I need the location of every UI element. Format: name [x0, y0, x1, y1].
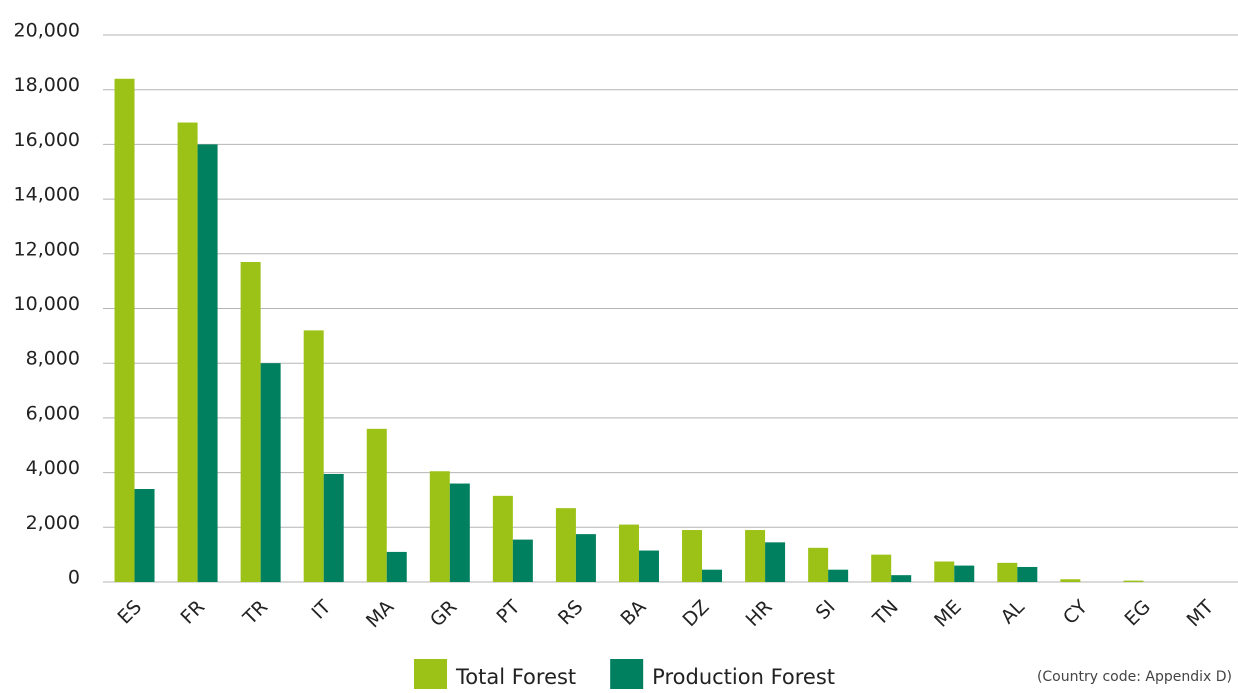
- x-tick-label: HR: [742, 596, 777, 631]
- y-tick-label: 0: [68, 567, 80, 589]
- legend-swatch: [610, 659, 644, 689]
- x-tick-label: AL: [997, 596, 1030, 629]
- y-tick-label: 2,000: [26, 512, 80, 534]
- x-tick-label: GR: [426, 596, 461, 631]
- legend-swatch: [414, 659, 447, 689]
- bar: [492, 495, 513, 582]
- bar: [555, 508, 576, 582]
- x-tick-label: CY: [1059, 596, 1092, 629]
- bar: [997, 562, 1018, 582]
- bar: [240, 262, 261, 582]
- bar: [638, 550, 659, 582]
- x-tick-label: DZ: [678, 596, 713, 631]
- bar: [323, 473, 344, 582]
- bar: [1060, 579, 1081, 582]
- x-tick-label: TN: [868, 596, 903, 631]
- bar: [871, 554, 892, 582]
- y-tick-label: 16,000: [14, 129, 80, 151]
- bar: [618, 524, 639, 582]
- x-tick-label: MT: [1183, 596, 1219, 632]
- y-tick-label: 8,000: [26, 348, 80, 370]
- note: (Country code: Appendix D): [1037, 669, 1232, 685]
- bar: [449, 483, 470, 582]
- x-tick-label: FR: [176, 596, 209, 629]
- x-tick-label: ES: [113, 596, 146, 629]
- bar: [177, 122, 198, 583]
- y-tick-label: 4,000: [26, 457, 80, 479]
- bar: [386, 551, 407, 582]
- bar: [828, 569, 849, 582]
- bar: [765, 542, 786, 582]
- y-tick-label: 20,000: [14, 20, 80, 42]
- bar: [808, 547, 829, 582]
- bar: [260, 363, 281, 582]
- x-tick-label: MA: [362, 596, 398, 632]
- y-tick-label: 18,000: [14, 74, 80, 96]
- y-tick-label: 14,000: [14, 184, 80, 206]
- bar: [512, 539, 533, 582]
- bar: [429, 471, 450, 582]
- x-tick-label: ME: [930, 596, 966, 632]
- x-tick-label: PT: [493, 596, 525, 628]
- bar: [702, 569, 723, 582]
- bar: [114, 78, 135, 582]
- bar: [745, 530, 766, 582]
- y-tick-label: 10,000: [14, 293, 80, 315]
- bar: [891, 575, 912, 582]
- x-tick-label: RS: [554, 596, 587, 629]
- bar: [134, 489, 155, 582]
- x-tick-label: SI: [812, 596, 840, 624]
- bar: [197, 144, 218, 582]
- bar: [934, 561, 955, 582]
- bar: [1017, 566, 1038, 582]
- x-tick-label: EG: [1120, 596, 1154, 630]
- bar: [954, 565, 975, 582]
- x-tick-label: IT: [307, 596, 335, 624]
- bar: [575, 534, 596, 582]
- x-tick-label: TR: [238, 596, 272, 630]
- legend-label: Production Forest: [652, 665, 835, 689]
- y-tick-label: 12,000: [14, 238, 80, 260]
- bar: [366, 428, 387, 582]
- y-tick-label: 6,000: [26, 402, 80, 424]
- bar: [303, 330, 324, 582]
- x-tick-label: BA: [617, 596, 651, 630]
- bar: [1123, 580, 1144, 582]
- legend-label: Total Forest: [455, 665, 576, 689]
- bar: [682, 530, 703, 582]
